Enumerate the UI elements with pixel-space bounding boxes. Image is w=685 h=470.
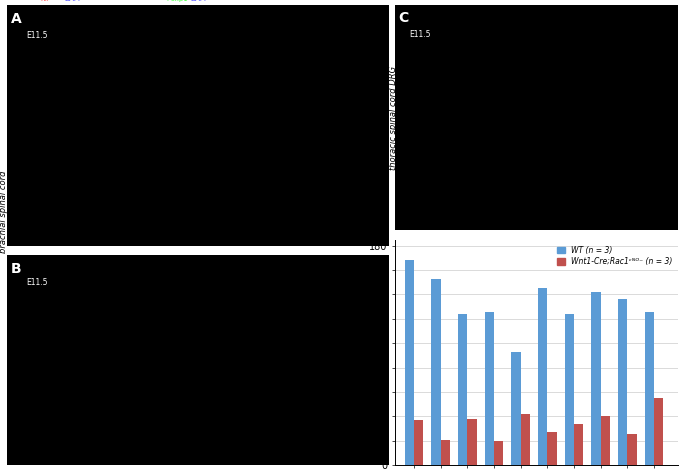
Bar (521, 414, 530, 465)
Bar (591, 292, 601, 465)
Bar (432, 279, 440, 465)
Bar (601, 416, 610, 465)
Bar (618, 299, 627, 465)
Text: D: D (345, 235, 356, 249)
Bar (485, 312, 494, 465)
Text: E11.5: E11.5 (26, 278, 47, 287)
Text: DAPI: DAPI (64, 0, 80, 2)
Bar (467, 419, 477, 465)
Bar (574, 424, 584, 465)
Text: thoracic spinal cord DRG: thoracic spinal cord DRG (389, 65, 399, 170)
Text: NF: NF (41, 0, 53, 2)
Bar (645, 312, 654, 465)
Text: Foxp1: Foxp1 (167, 0, 190, 2)
Bar (414, 420, 423, 465)
Text: E11.5: E11.5 (410, 30, 431, 39)
Bar (440, 439, 450, 465)
Text: Merge: Merge (293, 0, 315, 2)
Text: brachial spinal cord: brachial spinal cord (0, 170, 8, 253)
Bar (654, 398, 664, 465)
Text: A: A (11, 12, 21, 26)
Legend: WT (n = 3), Wnt1-Cre;Rac1ᶜᴺᴼ⁻ (n = 3): WT (n = 3), Wnt1-Cre;Rac1ᶜᴺᴼ⁻ (n = 3) (555, 243, 674, 268)
Text: C: C (398, 11, 408, 25)
Bar (458, 314, 467, 465)
Bar (512, 352, 521, 465)
Bar (564, 314, 574, 465)
Text: B: B (11, 262, 21, 275)
Bar (627, 433, 637, 465)
Y-axis label: number of Islet1/2⁺ DRG
neurons per section: number of Islet1/2⁺ DRG neurons per sect… (347, 297, 366, 408)
Bar (405, 260, 414, 465)
Bar (538, 288, 547, 465)
Text: DAPI: DAPI (190, 0, 206, 2)
Bar (547, 432, 557, 465)
Bar (494, 441, 503, 465)
Text: E11.5: E11.5 (26, 31, 47, 40)
